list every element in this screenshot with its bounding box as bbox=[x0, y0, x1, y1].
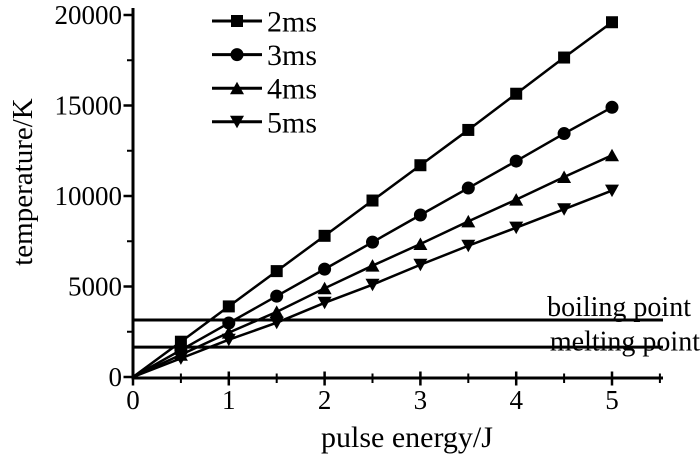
x-tick-label: 4 bbox=[509, 385, 523, 415]
marker-3ms bbox=[270, 289, 284, 303]
y-tick-label: 15000 bbox=[55, 91, 123, 121]
marker-2ms bbox=[558, 51, 571, 64]
marker-5ms bbox=[365, 278, 380, 292]
marker-4ms bbox=[317, 281, 332, 295]
marker-4ms bbox=[413, 237, 428, 250]
x-tick-label: 0 bbox=[126, 385, 140, 415]
marker-2ms bbox=[510, 87, 523, 100]
marker-4ms bbox=[509, 193, 524, 206]
y-tick-label: 5000 bbox=[68, 272, 122, 302]
marker-3ms bbox=[413, 208, 427, 222]
legend-label-3ms: 3ms bbox=[267, 39, 317, 72]
marker-5ms bbox=[605, 184, 619, 198]
legend-marker-4ms bbox=[230, 81, 244, 95]
marker-2ms bbox=[366, 194, 379, 207]
marker-3ms bbox=[461, 181, 475, 195]
marker-5ms bbox=[509, 221, 524, 235]
marker-5ms bbox=[173, 352, 188, 365]
marker-5ms bbox=[317, 296, 332, 310]
marker-4ms bbox=[461, 214, 476, 228]
marker-2ms bbox=[222, 300, 235, 313]
boiling-point-label: boiling point bbox=[547, 292, 691, 323]
y-tick-label: 20000 bbox=[55, 0, 123, 30]
marker-5ms bbox=[413, 258, 428, 272]
marker-3ms bbox=[318, 262, 332, 276]
marker-4ms bbox=[605, 148, 619, 162]
y-tick-label: 0 bbox=[109, 362, 123, 392]
marker-5ms bbox=[461, 239, 476, 253]
legend-marker-5ms bbox=[230, 115, 244, 129]
marker-3ms bbox=[605, 100, 619, 114]
legend-marker-2ms bbox=[231, 15, 243, 27]
marker-5ms bbox=[269, 316, 284, 330]
legend-label-2ms: 2ms bbox=[267, 6, 317, 39]
marker-4ms bbox=[269, 305, 284, 318]
y-tick-label: 10000 bbox=[55, 181, 123, 211]
marker-5ms bbox=[557, 203, 572, 216]
marker-4ms bbox=[557, 170, 572, 183]
marker-3ms bbox=[557, 127, 571, 141]
x-axis-title: pulse energy/J bbox=[321, 421, 493, 454]
marker-2ms bbox=[318, 229, 331, 242]
marker-5ms bbox=[221, 333, 236, 347]
marker-3ms bbox=[222, 316, 236, 330]
y-axis-title: temperature/K bbox=[7, 98, 39, 266]
x-tick-label: 5 bbox=[605, 385, 619, 415]
legend-label-5ms: 5ms bbox=[267, 106, 317, 139]
x-tick-label: 3 bbox=[414, 385, 428, 415]
marker-4ms bbox=[365, 259, 380, 272]
marker-2ms bbox=[270, 265, 283, 278]
legend-marker-3ms bbox=[230, 48, 244, 62]
marker-2ms bbox=[606, 16, 618, 29]
melting-point-label: melting point bbox=[550, 327, 700, 358]
legend-label-4ms: 4ms bbox=[267, 73, 317, 106]
marker-3ms bbox=[509, 154, 523, 168]
x-tick-label: 2 bbox=[318, 385, 332, 415]
marker-3ms bbox=[366, 235, 379, 249]
marker-2ms bbox=[462, 123, 475, 136]
marker-2ms bbox=[414, 159, 427, 172]
x-tick-label: 1 bbox=[222, 385, 236, 415]
